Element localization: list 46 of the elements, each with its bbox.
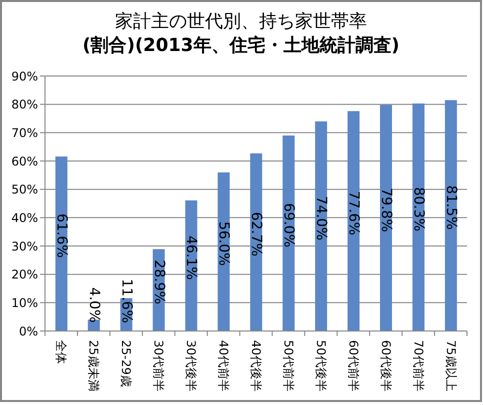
y-tick-label: 50%: [11, 182, 38, 197]
x-tick-label: 70代前半: [411, 340, 426, 392]
x-tick-label: 40代前半: [216, 340, 231, 392]
x-tick-label: 50代前半: [281, 340, 296, 392]
chart-title: 家計主の世代別、持ち家世帯率: [114, 10, 368, 34]
data-label: 61.6%: [53, 213, 70, 258]
y-tick-label: 60%: [11, 154, 38, 168]
x-tick-label: 60代前半: [346, 340, 360, 392]
x-tick-label: 25-29歳: [119, 340, 134, 387]
data-label: 74.0%: [313, 196, 330, 240]
data-label: 46.1%: [183, 235, 200, 280]
bar: [282, 136, 295, 331]
bar: [380, 104, 392, 331]
data-label: 62.7%: [248, 212, 264, 256]
x-tick-label: 25歳未満: [86, 340, 101, 392]
x-tick-label: 40代後半: [249, 340, 263, 392]
x-tick-label: 30代後半: [184, 340, 198, 392]
data-label: 81.5%: [442, 185, 459, 230]
bar: [55, 156, 68, 331]
y-tick-label: 0%: [18, 324, 38, 338]
x-tick-label: 50代後半: [314, 340, 328, 392]
y-tick-label: 80%: [11, 98, 38, 112]
data-label: 56.0%: [216, 221, 232, 266]
bar: [444, 100, 457, 331]
y-tick-label: 90%: [11, 69, 38, 84]
x-tick-label: 30代前半: [152, 340, 166, 392]
x-tick-label: 75歳以上: [444, 340, 458, 392]
data-label: 79.8%: [378, 188, 394, 232]
y-tick-label: 30%: [11, 239, 38, 254]
x-tick-label: 全体: [54, 340, 68, 364]
chart-subtitle: (割合)(2013年、住宅・土地統計調査): [81, 34, 400, 58]
bar: [250, 153, 262, 331]
x-tick-label: 60代後半: [378, 340, 393, 392]
y-tick-label: 70%: [11, 126, 38, 140]
bar: [315, 121, 328, 331]
data-label: 80.3%: [410, 187, 426, 232]
data-label: 4.0%: [86, 287, 102, 323]
y-tick-label: 40%: [11, 210, 38, 225]
bar: [412, 103, 424, 331]
y-tick-label: 20%: [11, 268, 38, 282]
data-label: 77.6%: [346, 190, 362, 236]
data-label: 11.6%: [118, 278, 134, 324]
bar: [348, 111, 360, 331]
data-label: 28.9%: [150, 260, 167, 304]
data-label: 69.0%: [280, 203, 297, 248]
y-tick-label: 10%: [11, 296, 38, 310]
